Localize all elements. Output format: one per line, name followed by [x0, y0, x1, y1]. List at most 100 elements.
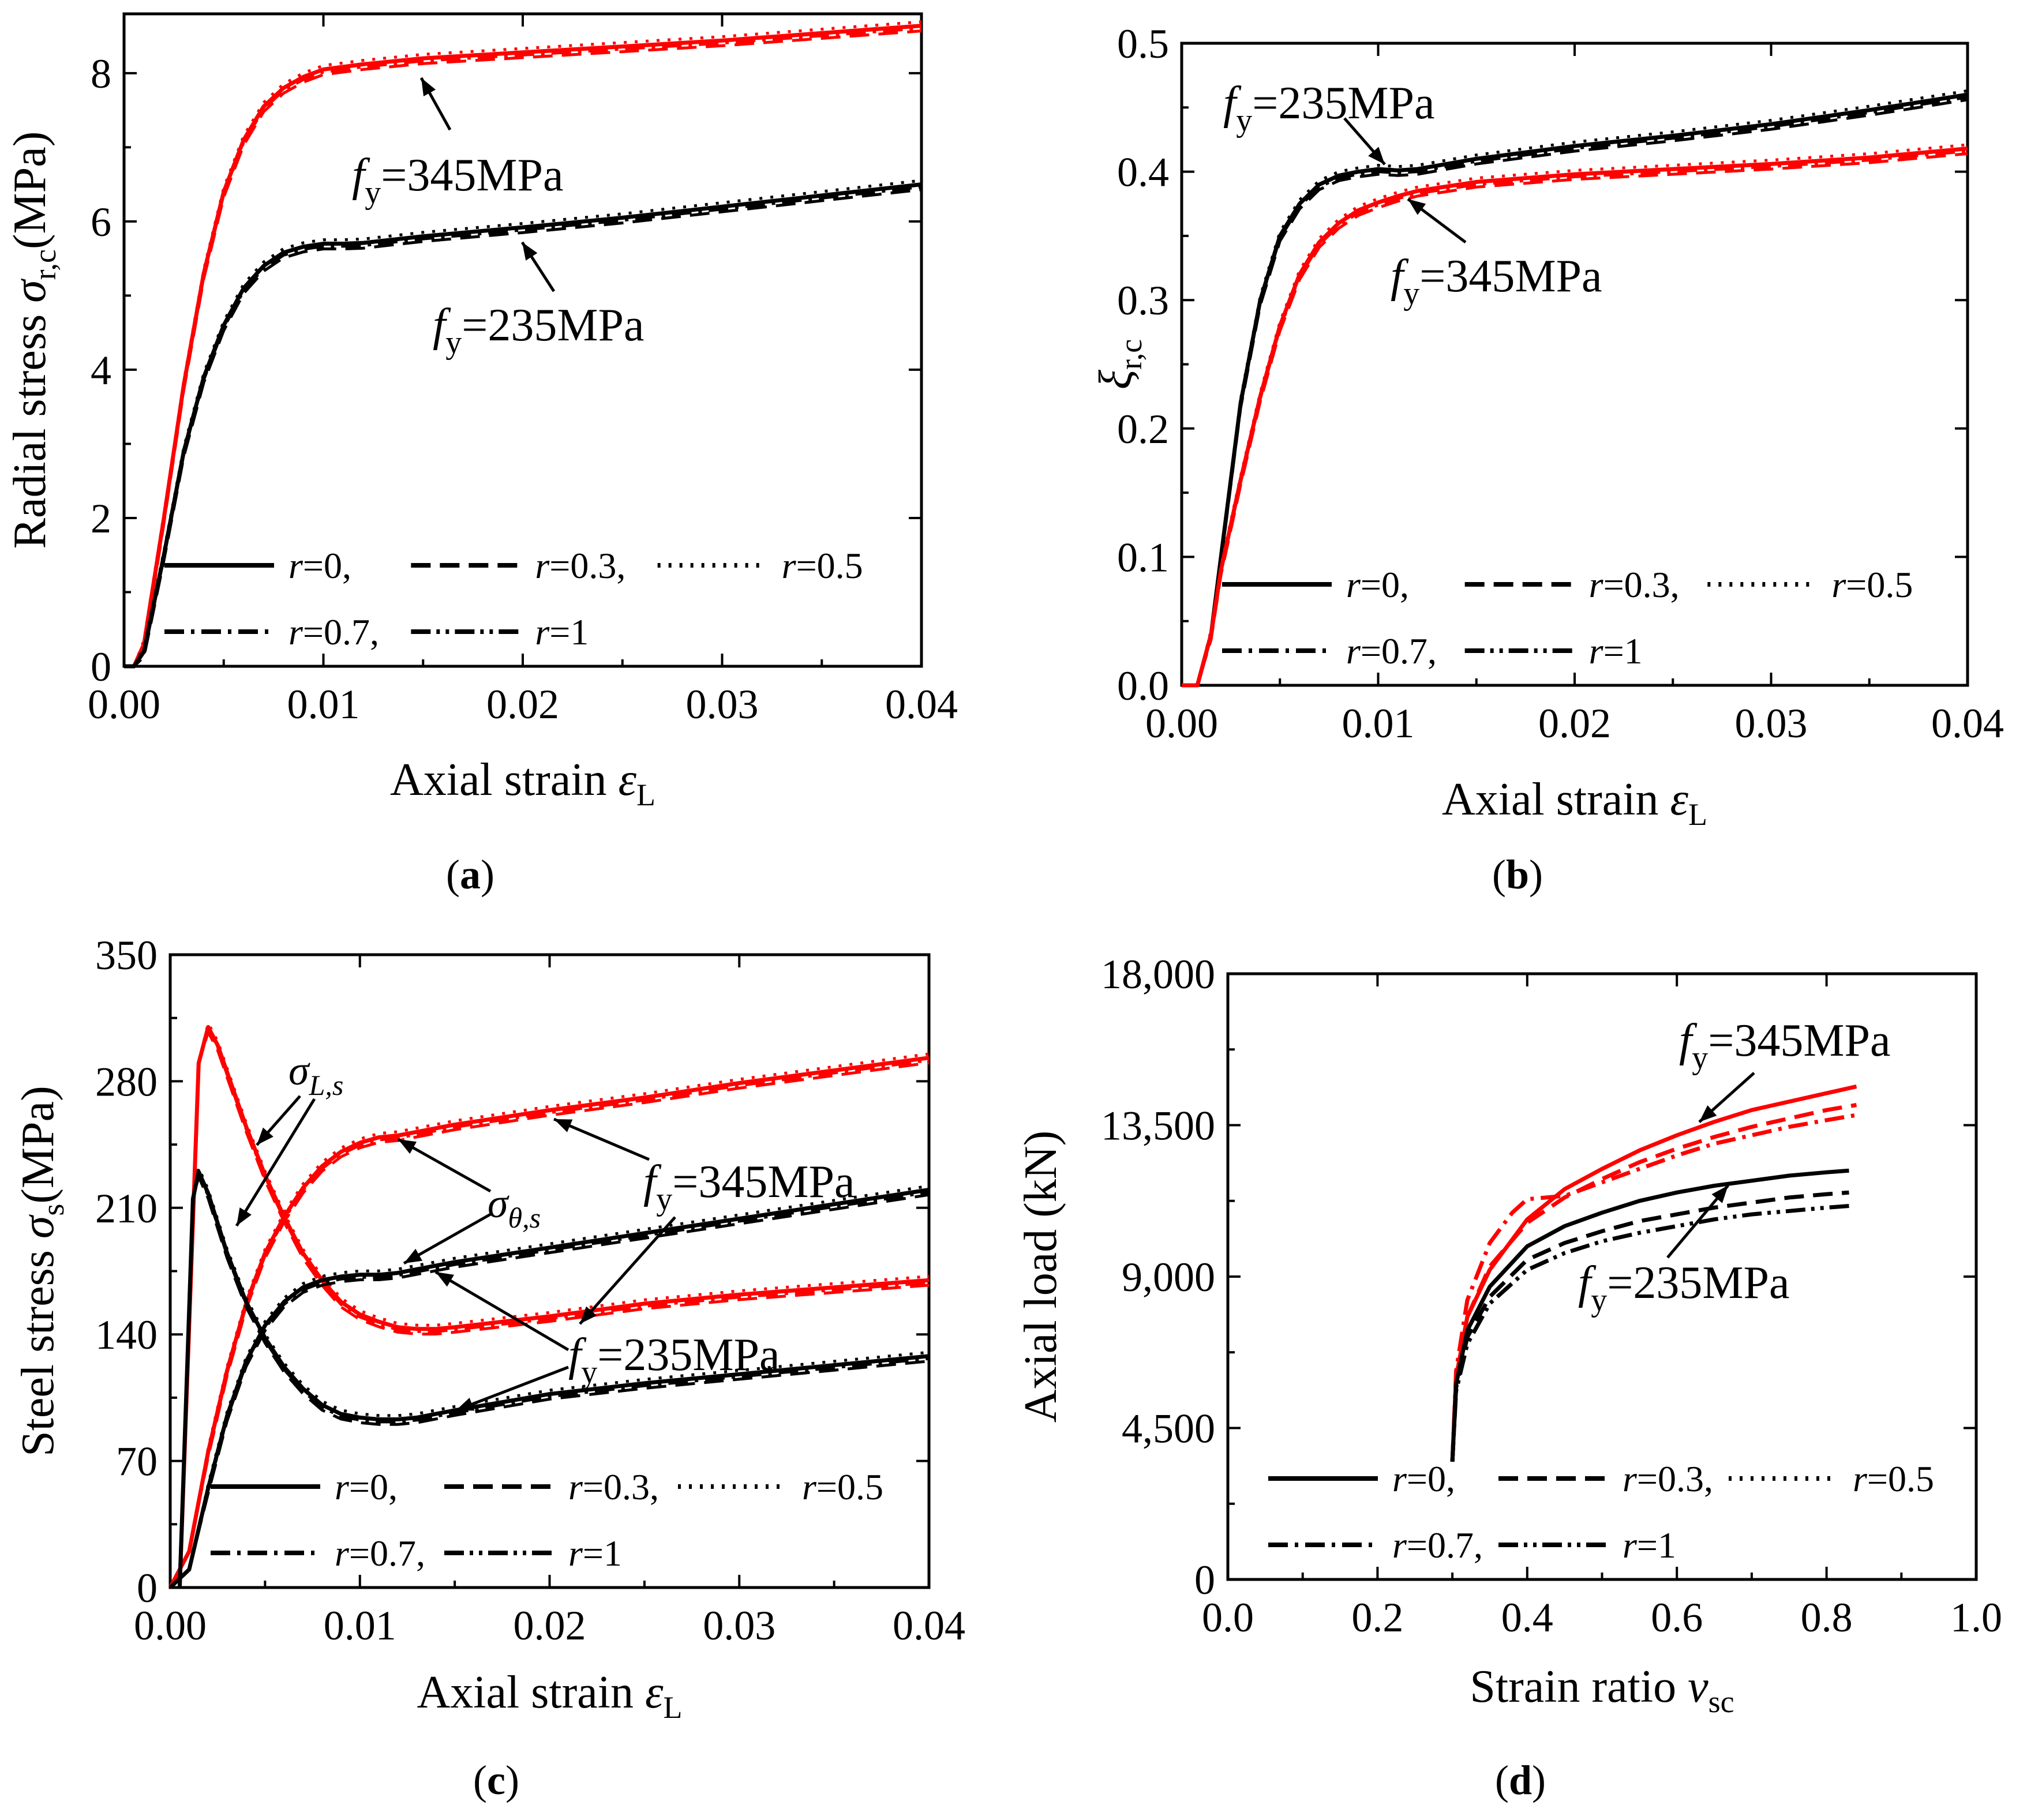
panel-a: 0.00 0.01 0.02 0.03 0.04 0 2 4 6 8 Axial strain εL… [5, 12, 958, 898]
annotation-arrowhead [456, 1398, 475, 1411]
series-line [1450, 1103, 1857, 1462]
annotation-arrowhead [1699, 1105, 1717, 1122]
panel-label: (b) [1492, 851, 1543, 898]
x-tick-label: 0.8 [1801, 1594, 1853, 1641]
series-line [1450, 1168, 1849, 1462]
x-tick-label: 0.00 [88, 681, 160, 727]
annotation-arrowhead [1408, 199, 1426, 215]
y-tick-label: 13,500 [1101, 1103, 1215, 1149]
x-tick-label: 0.2 [1351, 1594, 1403, 1641]
series-line [1182, 92, 1968, 688]
annotation-sigma-L: σL,s [288, 1048, 343, 1101]
x-axis-label: Axial strain εL [390, 755, 655, 812]
y-tick-label: 70 [116, 1439, 158, 1485]
y-tick-label: 0.2 [1117, 406, 1169, 452]
annotation-arrowhead [257, 1127, 273, 1145]
annotation-sigma-theta: σθ,s [488, 1180, 541, 1234]
series-variant-line [169, 1184, 930, 1589]
series-variant-line [178, 1172, 930, 1588]
y-tick-label: 0.1 [1117, 534, 1169, 580]
x-tick-label: 0.04 [893, 1603, 965, 1649]
annotation-arrow [397, 1138, 492, 1193]
series-variant-line [168, 1052, 930, 1589]
y-axis-label: Steel stress σs(MPa) [13, 1086, 70, 1457]
annotation-fy345: fy=345MPa [352, 150, 563, 211]
annotation-arrowhead [404, 1248, 423, 1263]
x-tick-label: 0.03 [703, 1603, 775, 1649]
legend-entry: r=0.7, [1346, 631, 1437, 671]
y-tick-label: 0 [137, 1565, 158, 1611]
series-line [124, 182, 922, 669]
y-tick-label: 280 [95, 1059, 158, 1105]
series-line [1450, 1113, 1857, 1462]
legend-entry: r=0.3, [1589, 564, 1680, 605]
annotation-arrowhead [436, 1272, 454, 1287]
annotation-fy345: fy=345MPa [643, 1157, 855, 1217]
legend-entry: r=0.7, [335, 1533, 425, 1574]
y-tick-label: 18,000 [1101, 951, 1215, 997]
series-variant-line [124, 179, 922, 668]
series-variant-line [1182, 98, 1968, 687]
series-variant-line [124, 27, 922, 668]
x-tick-label: 0.01 [287, 681, 360, 727]
y-tick-label: 6 [91, 199, 111, 245]
legend-entry: r=1 [1623, 1525, 1676, 1566]
series-variant-line [178, 1169, 930, 1588]
y-axis-label: Radial stress σr,c(MPa) [5, 132, 62, 549]
x-tick-label: 0.01 [1342, 700, 1415, 746]
annotation-arrow [579, 1216, 676, 1325]
series-variant-line [169, 1193, 930, 1589]
legend-entry: r=0, [1392, 1458, 1455, 1499]
series-variant-line [1182, 96, 1968, 687]
legend-entry: r=0, [1346, 564, 1409, 605]
x-tick-label: 0.04 [1931, 700, 2004, 746]
x-tick-label: 0.02 [486, 681, 559, 727]
x-tick-label: 0.02 [514, 1603, 586, 1649]
x-axis-label: Axial strain εL [1442, 774, 1707, 832]
y-tick-label: 9,000 [1122, 1254, 1215, 1300]
x-axis-label: Axial strain εL [417, 1667, 683, 1725]
series-variant-line [1182, 143, 1968, 687]
y-tick-label: 0.5 [1117, 21, 1169, 67]
annotation-arrowhead [398, 1139, 417, 1154]
legend-entry: r=0.5 [1853, 1458, 1934, 1499]
x-tick-label: 0.04 [885, 681, 958, 727]
annotation-fy235: fy=235MPa [1578, 1258, 1789, 1318]
series-variant-line [168, 1061, 930, 1589]
y-tick-label: 4,500 [1122, 1406, 1215, 1452]
y-tick-label: 0 [91, 644, 111, 690]
series-line [1450, 1190, 1849, 1462]
legend-entry: r=0.3, [535, 545, 625, 586]
x-tick-label: 0.00 [134, 1603, 207, 1649]
legend-entry: r=0.5 [782, 545, 863, 586]
legend-entry: r=0, [335, 1466, 398, 1507]
x-axis-label: Strain ratio νsc [1470, 1661, 1734, 1719]
legend-entry: r=0.5 [1831, 564, 1913, 605]
series-variant-line [169, 1191, 930, 1589]
annotation-fy235: fy=235MPa [433, 300, 644, 361]
series-variant-line [178, 1026, 930, 1588]
y-tick-label: 350 [95, 932, 158, 978]
legend-entry: r=1 [1589, 631, 1643, 671]
annotation-arrowhead [580, 1306, 597, 1324]
y-tick-label: 0.3 [1117, 277, 1169, 324]
annotation-fy345: fy=345MPa [1679, 1015, 1890, 1076]
annotation-arrowhead [522, 242, 538, 261]
panel-c: 0.00 0.01 0.02 0.03 0.04 0 70 140 210 280 350 Axial… [13, 932, 965, 1803]
y-tick-label: 8 [91, 51, 111, 97]
annotation-arrow [455, 1365, 569, 1412]
panel-b: 0.00 0.01 0.02 0.03 0.04 0.0 0.1 0.2 0.3 0.4 0.5 Ax… [1091, 21, 2004, 898]
panel-label: (a) [446, 851, 494, 898]
x-tick-label: 0.00 [1145, 700, 1218, 746]
y-tick-label: 4 [91, 347, 111, 393]
annotation-fy235: fy=235MPa [1223, 78, 1434, 138]
y-axis-label: Axial load (kN) [1016, 1131, 1066, 1423]
y-tick-label: 2 [91, 496, 111, 542]
x-tick-label: 0.03 [686, 681, 759, 727]
series-line [1450, 1204, 1849, 1462]
series-variant-line [1182, 152, 1968, 687]
legend-entry: r=0.3, [1623, 1458, 1713, 1499]
annotation-fy345: fy=345MPa [1391, 251, 1602, 312]
y-tick-label: 0 [1194, 1557, 1215, 1603]
annotation-arrowhead [1711, 1185, 1728, 1203]
